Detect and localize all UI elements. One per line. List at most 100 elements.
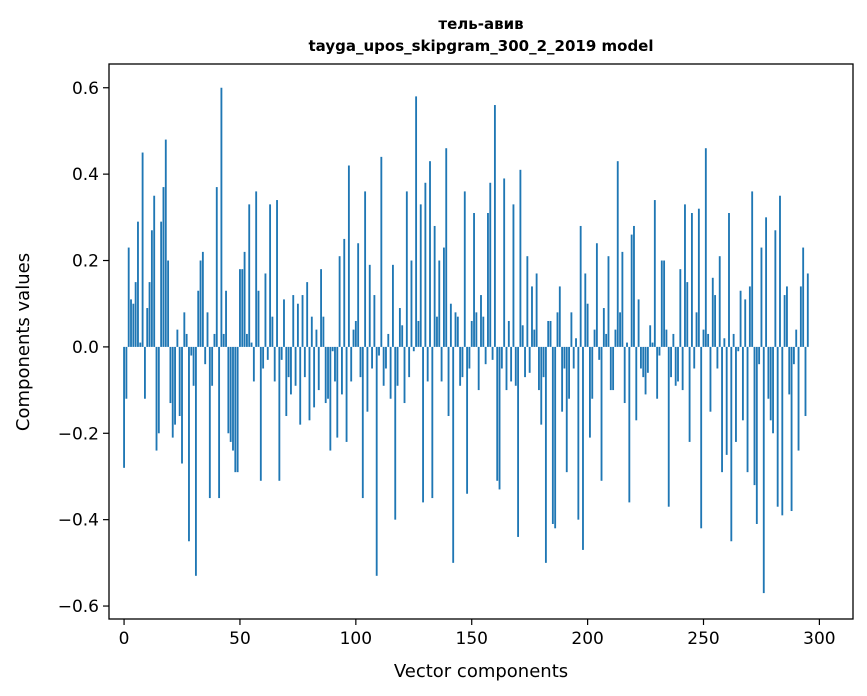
bar-167 [510, 346, 513, 382]
bar-264 [735, 346, 737, 442]
bar-108 [373, 295, 376, 347]
bar-5 [134, 282, 137, 347]
bar-196 [577, 346, 580, 520]
bar-228 [651, 342, 654, 347]
bar-227 [649, 325, 652, 347]
bar-21 [171, 346, 174, 438]
bar-173 [524, 346, 526, 378]
bar-223 [640, 346, 642, 369]
bar-35 [204, 346, 207, 365]
bar-271 [751, 191, 754, 347]
bar-13 [153, 195, 156, 347]
bar-141 [449, 303, 452, 347]
bar-75 [296, 303, 299, 347]
bar-260 [725, 346, 728, 455]
x-tick-label: 300 [803, 629, 835, 649]
bars-group [123, 87, 809, 594]
bar-134 [433, 225, 436, 347]
bar-90 [331, 346, 334, 352]
bar-11 [148, 282, 151, 347]
bar-237 [672, 333, 675, 347]
bar-100 [354, 320, 357, 347]
bar-8 [141, 152, 144, 347]
bar-56 [252, 346, 255, 382]
bar-142 [452, 346, 455, 563]
bar-61 [264, 273, 267, 347]
bar-69 [283, 299, 285, 347]
plot-frame [108, 63, 854, 620]
bar-20 [169, 346, 172, 404]
bar-170 [517, 346, 520, 537]
bar-166 [507, 320, 510, 347]
bar-280 [772, 346, 774, 434]
bar-112 [382, 346, 385, 386]
bar-258 [721, 346, 723, 473]
bar-33 [199, 260, 202, 347]
bar-37 [208, 346, 211, 499]
y-tick-label: −0.2 [58, 424, 99, 444]
bar-51 [241, 269, 244, 347]
bar-178 [535, 273, 538, 347]
bar-78 [303, 346, 306, 378]
bar-293 [802, 247, 805, 347]
bar-294 [804, 346, 807, 417]
bar-137 [440, 346, 443, 382]
bar-31 [194, 346, 197, 576]
bar-30 [192, 346, 195, 386]
bar-126 [415, 96, 418, 347]
bar-153 [477, 346, 480, 391]
bar-213 [616, 161, 619, 347]
bar-151 [473, 213, 475, 347]
bar-230 [656, 346, 659, 399]
bar-183 [547, 320, 550, 347]
bar-120 [401, 325, 404, 347]
bar-222 [637, 299, 640, 347]
bar-204 [595, 243, 598, 347]
bar-200 [586, 303, 589, 347]
bar-48 [234, 346, 237, 473]
bar-88 [327, 346, 329, 399]
bar-243 [686, 282, 689, 347]
bar-268 [744, 299, 747, 347]
bar-279 [769, 346, 772, 421]
bar-189 [561, 346, 564, 412]
bar-29 [190, 346, 193, 356]
bar-132 [429, 161, 431, 347]
bar-198 [582, 346, 584, 550]
bar-107 [371, 346, 373, 369]
bar-195 [575, 338, 577, 347]
bar-59 [259, 346, 262, 481]
bar-76 [299, 346, 302, 425]
bar-25 [181, 346, 183, 464]
bar-111 [380, 156, 383, 347]
bar-26 [183, 312, 186, 347]
bar-188 [558, 286, 561, 347]
bar-139 [445, 148, 448, 347]
bar-93 [338, 256, 341, 347]
bar-91 [334, 346, 336, 382]
bar-177 [533, 329, 536, 347]
bar-231 [658, 346, 661, 356]
bar-23 [176, 329, 179, 347]
bar-92 [336, 346, 339, 438]
bar-128 [419, 204, 422, 347]
bar-85 [320, 269, 322, 347]
bar-208 [605, 333, 608, 347]
bar-18 [164, 139, 167, 347]
bar-256 [716, 346, 719, 369]
bar-42 [220, 87, 223, 347]
bar-55 [250, 342, 253, 347]
bar-289 [792, 346, 795, 365]
bar-122 [405, 191, 408, 347]
bar-96 [345, 346, 348, 442]
bar-149 [468, 346, 471, 369]
bar-186 [554, 346, 557, 529]
bar-174 [526, 256, 529, 347]
bar-255 [714, 295, 717, 347]
bar-105 [366, 346, 369, 412]
bar-246 [693, 346, 696, 369]
bar-4 [132, 303, 135, 347]
bar-155 [482, 316, 485, 347]
bar-113 [385, 346, 387, 369]
